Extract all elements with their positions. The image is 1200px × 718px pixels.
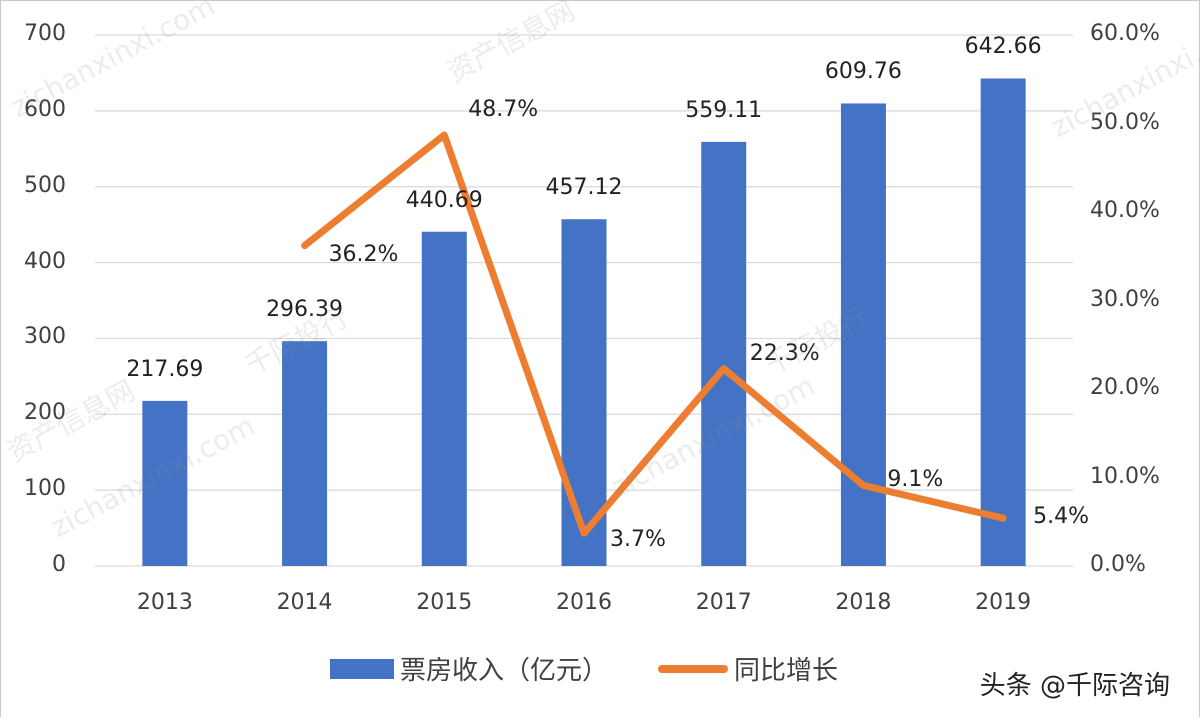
bar-value-label: 559.11 <box>685 97 763 123</box>
bar-value-label: 217.69 <box>126 356 204 382</box>
bar-value-label: 642.66 <box>964 34 1042 60</box>
bar <box>980 78 1026 566</box>
legend-bar-swatch <box>330 658 394 679</box>
bar-value-label: 609.76 <box>824 59 902 85</box>
line-value-label: 22.3% <box>749 340 820 366</box>
right-axis-tick: 0.0% <box>1090 552 1146 577</box>
x-axis-tick: 2016 <box>556 590 612 615</box>
right-axis-tick: 60.0% <box>1090 21 1160 46</box>
legend: 票房收入（亿元） 同比增长 <box>330 650 838 687</box>
left-axis-tick: 200 <box>24 400 66 426</box>
bar <box>840 103 886 566</box>
x-axis-tick: 2013 <box>136 590 193 615</box>
x-axis-tick: 2019 <box>975 590 1032 615</box>
right-axis-tick: 50.0% <box>1090 109 1160 135</box>
x-axis-tick: 2018 <box>835 590 892 615</box>
left-axis-tick: 500 <box>24 172 66 198</box>
right-axis-tick: 40.0% <box>1090 198 1160 223</box>
source-credit: 头条 @千际咨询 <box>979 671 1170 701</box>
legend-line-swatch <box>658 664 729 673</box>
line-value-label: 48.7% <box>468 97 539 122</box>
bar <box>421 231 467 567</box>
right-axis-tick: 10.0% <box>1090 463 1160 489</box>
x-axis-tick: 2014 <box>276 590 333 615</box>
line-value-label: 9.1% <box>887 467 944 493</box>
right-axis-tick: 30.0% <box>1090 286 1160 312</box>
growth-line <box>301 131 1007 537</box>
bar-value-label: 296.39 <box>266 297 344 323</box>
right-axis-tick: 20.0% <box>1090 375 1160 400</box>
left-axis-tick: 400 <box>24 248 66 274</box>
left-axis-tick: 300 <box>24 324 66 350</box>
left-axis-tick: 0 <box>52 552 66 577</box>
legend-line-label: 同比增长 <box>734 656 839 686</box>
bar <box>142 400 188 566</box>
bar <box>701 141 747 566</box>
bar-value-label: 457.12 <box>545 175 623 201</box>
line-value-label: 36.2% <box>328 241 399 267</box>
bar <box>561 219 607 566</box>
left-axis-tick: 700 <box>24 21 66 46</box>
legend-bar-label: 票房收入（亿元） <box>400 656 609 686</box>
left-axis-tick: 600 <box>24 96 66 122</box>
line-value-label: 5.4% <box>1033 504 1090 530</box>
bar <box>282 341 328 566</box>
x-axis-tick: 2015 <box>416 590 473 615</box>
bar-value-label: 440.69 <box>405 187 483 213</box>
left-axis-tick: 100 <box>24 476 66 502</box>
x-axis-tick: 2017 <box>695 590 752 615</box>
line-value-label: 3.7% <box>610 527 666 553</box>
